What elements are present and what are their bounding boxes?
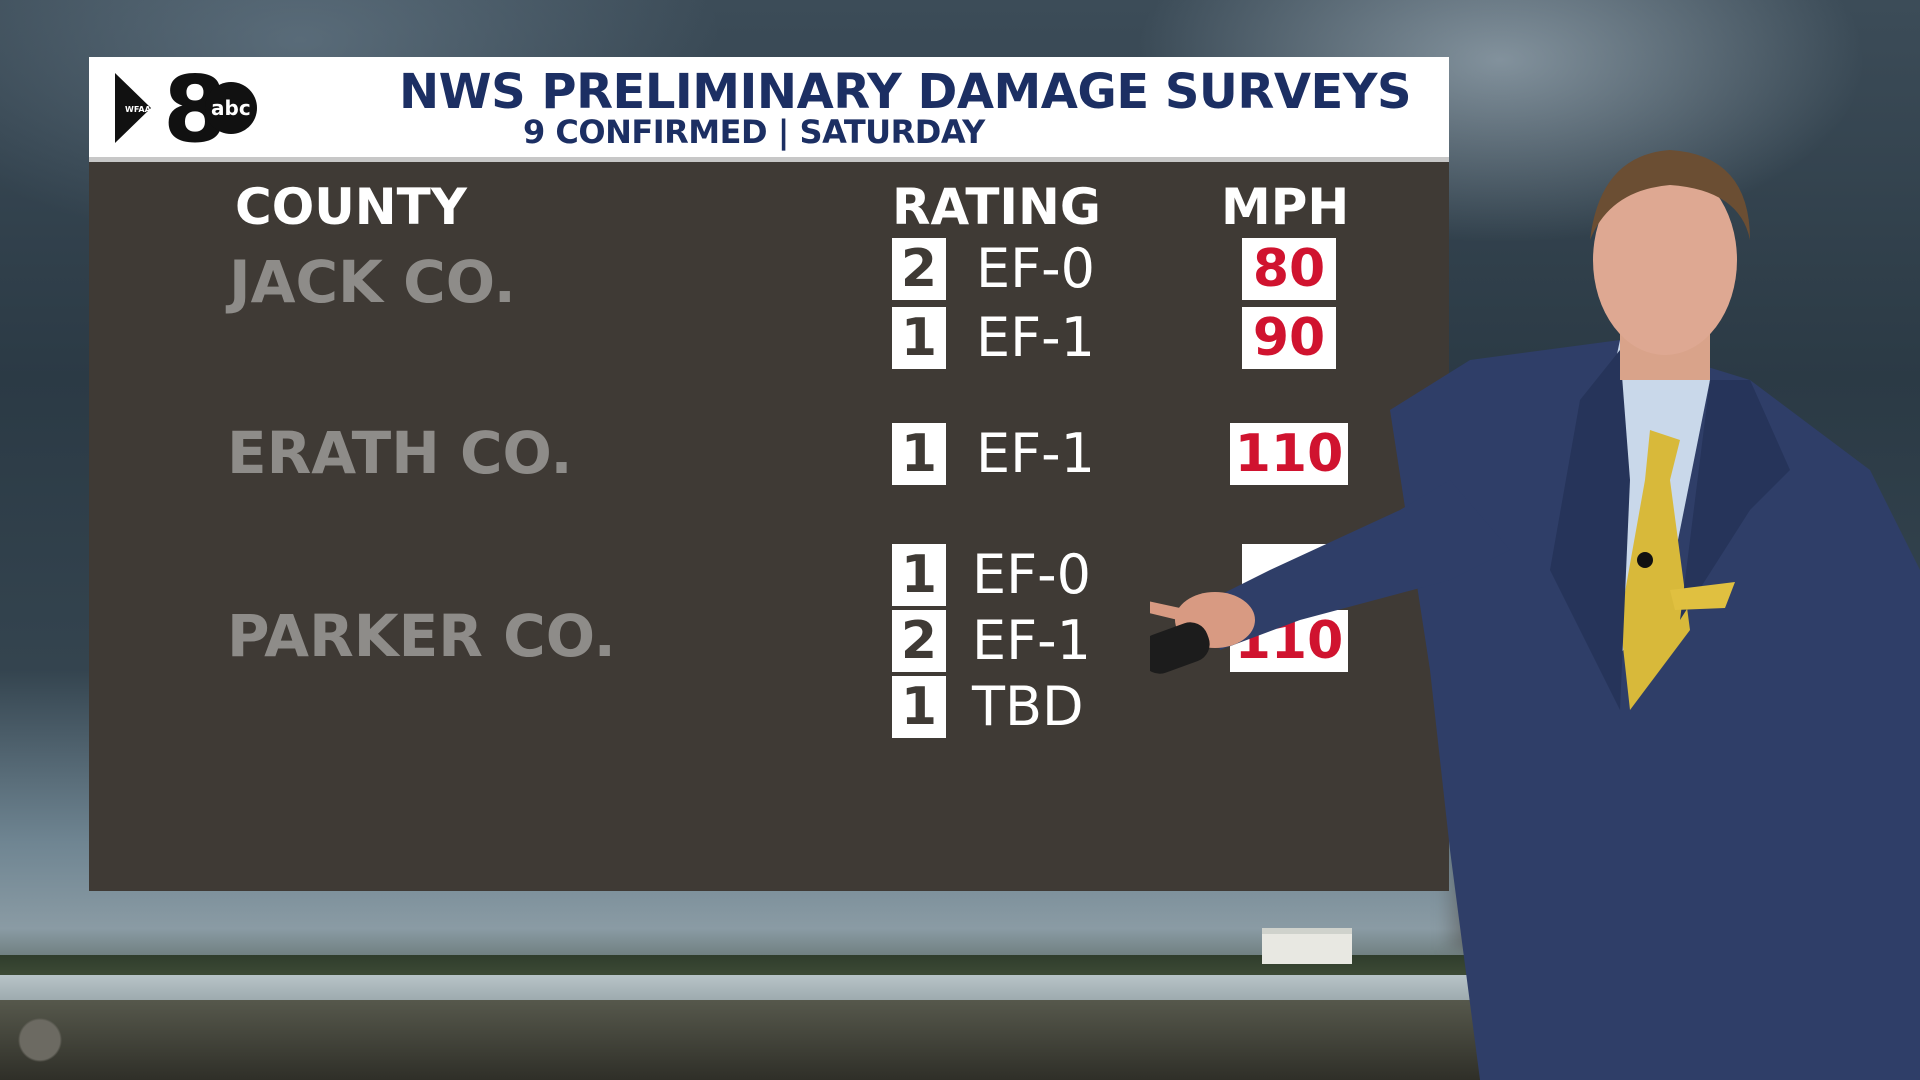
county-jack: JACK CO. (229, 248, 516, 316)
graphic-header: WFAA 8 abc NWS PRELIMINARY DAMAGE SURVEY… (89, 57, 1449, 162)
ef-rating: EF-1 (976, 422, 1096, 485)
wfaa-8-abc-logo: WFAA 8 abc (115, 67, 257, 149)
tornado-count: 2 (892, 610, 946, 672)
tornado-count: 2 (892, 238, 946, 300)
tornado-count: 1 (892, 676, 946, 738)
logo-network: abc (211, 96, 251, 120)
house (1262, 928, 1352, 964)
ef-rating: TBD (972, 675, 1084, 738)
tornado-count: 1 (892, 544, 946, 606)
mph-value: 110 (1230, 423, 1348, 485)
mph-value: 80 (1242, 238, 1336, 300)
column-header-county: COUNTY (235, 178, 467, 236)
ef-rating: EF-0 (976, 237, 1096, 300)
tornado-count: 1 (892, 307, 946, 369)
ef-rating: EF-0 (972, 543, 1092, 606)
meteorologist-presenter (1150, 150, 1920, 1080)
ef-rating: EF-1 (972, 609, 1092, 672)
survey-table (89, 162, 1449, 891)
page-subtitle: 9 CONFIRMED | SATURDAY (523, 113, 985, 151)
column-header-mph: MPH (1221, 178, 1350, 236)
tornado-count: 1 (892, 423, 946, 485)
treeline (0, 955, 1480, 977)
page-title: NWS PRELIMINARY DAMAGE SURVEYS (399, 64, 1412, 120)
column-header-rating: RATING (892, 178, 1101, 236)
county-parker: PARKER CO. (227, 602, 616, 670)
ef-rating: EF-1 (976, 306, 1096, 369)
county-erath: ERATH CO. (227, 419, 573, 487)
damage-survey-graphic: WFAA 8 abc NWS PRELIMINARY DAMAGE SURVEY… (89, 57, 1449, 891)
rocky-shore (0, 1000, 1480, 1080)
mph-value: 90 (1242, 307, 1336, 369)
logo-station: WFAA (125, 105, 152, 114)
